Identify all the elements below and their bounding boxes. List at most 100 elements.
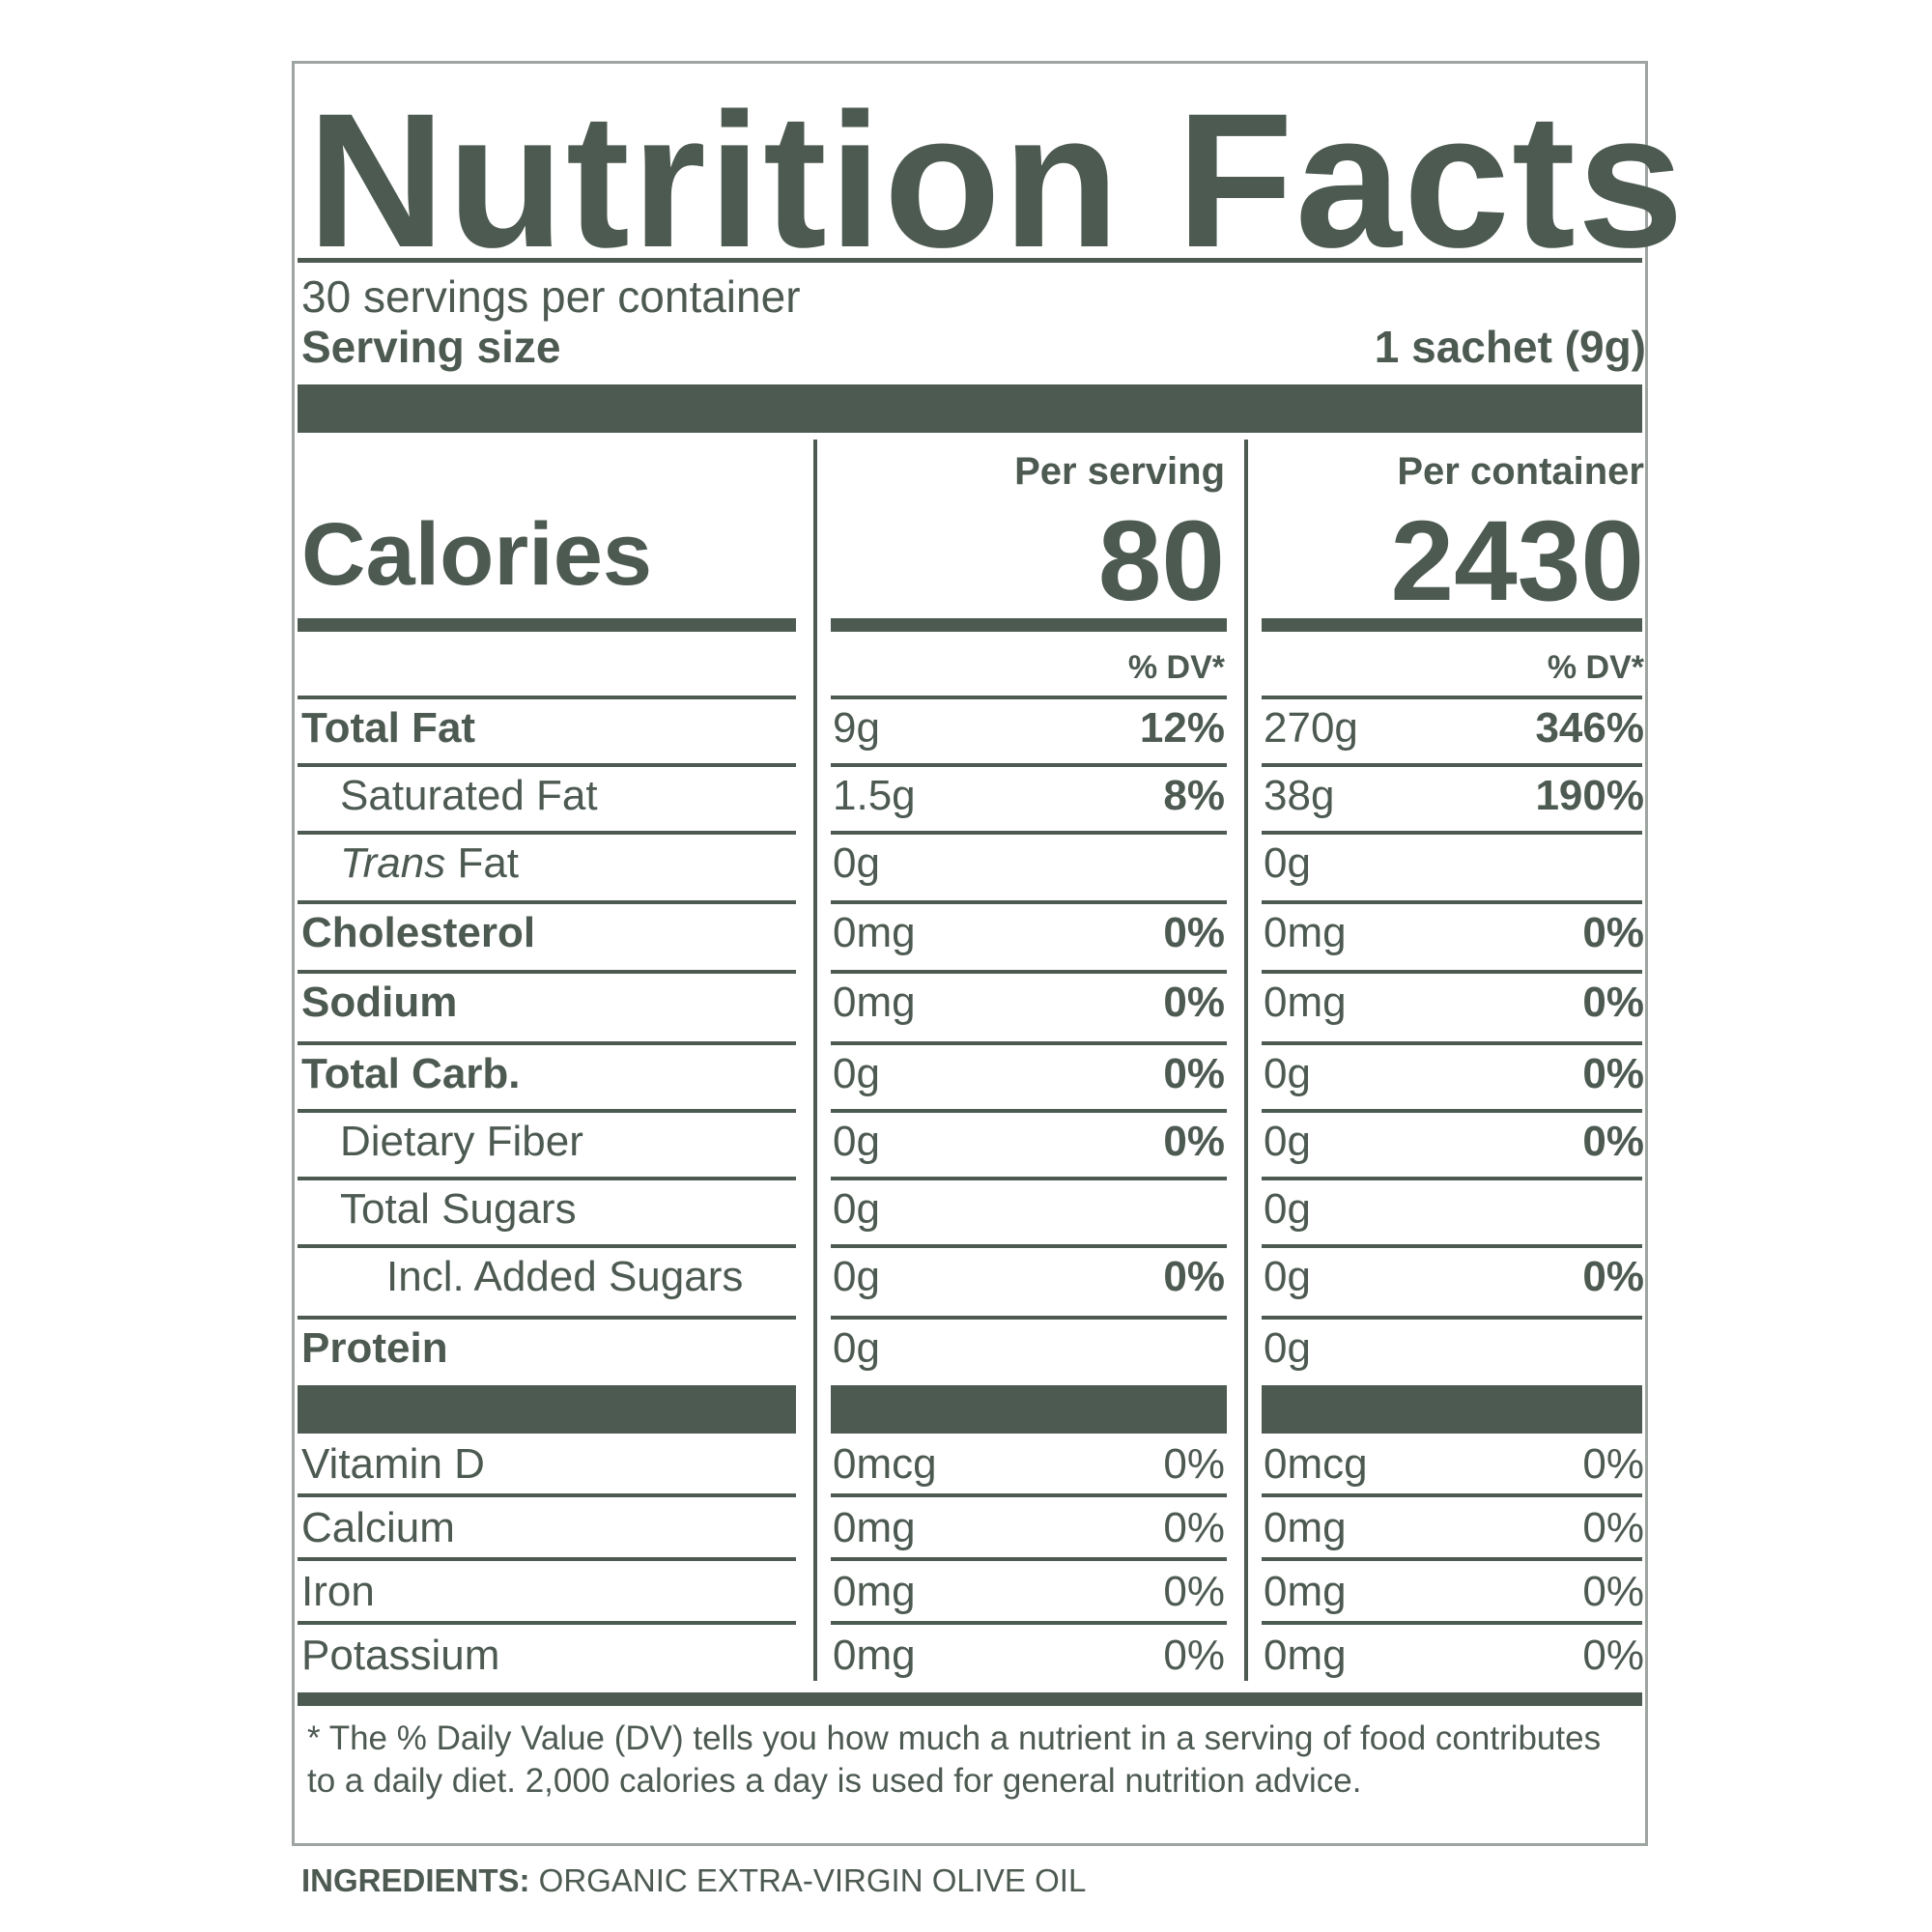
row-divider-0	[298, 831, 796, 835]
micronutrient-name: Iron	[301, 1568, 375, 1615]
container-amount: 0g	[1264, 1324, 1311, 1372]
serving-dv: 0%	[1163, 1568, 1225, 1615]
row-divider-2	[1262, 831, 1642, 835]
serving-amount: 0g	[833, 1253, 880, 1300]
micro-divider-2	[1262, 1557, 1642, 1561]
micro-divider-2	[1262, 1493, 1642, 1497]
row-divider-2	[1262, 970, 1642, 974]
container-dv: 0%	[1582, 1504, 1644, 1551]
thick-divider-right	[1262, 1385, 1642, 1434]
container-amount: 0mg	[1264, 1504, 1347, 1551]
container-amount: 0mcg	[1264, 1440, 1368, 1488]
nutrient-name: Protein	[301, 1324, 448, 1372]
ingredients: INGREDIENTS: ORGANIC EXTRA-VIRGIN OLIVE …	[301, 1864, 1086, 1896]
serving-amount: 0g	[833, 839, 880, 887]
container-amount: 0g	[1264, 1050, 1311, 1097]
micro-divider-1	[831, 1557, 1227, 1561]
container-dv: 0%	[1582, 1050, 1644, 1097]
column-divider-1	[813, 440, 817, 1681]
row-divider-2	[1262, 1177, 1642, 1180]
serving-size-label: Serving size	[301, 322, 561, 372]
row-divider-2	[1262, 1109, 1642, 1113]
nutrient-name-italic: Trans	[340, 839, 446, 887]
row-divider-2	[1262, 1244, 1642, 1248]
serving-dv: 0%	[1163, 1632, 1225, 1679]
row-divider-2	[1262, 696, 1642, 699]
container-amount: 0g	[1264, 1253, 1311, 1300]
container-amount: 0mg	[1264, 1568, 1347, 1615]
container-dv: 0%	[1582, 979, 1644, 1026]
thick-divider-mid	[831, 1385, 1227, 1434]
row-divider-2	[1262, 1316, 1642, 1320]
calories-divider-left	[298, 618, 796, 632]
row-divider-0	[298, 763, 796, 767]
calories-divider-right	[1262, 618, 1642, 632]
servings-per-container: 30 servings per container	[301, 271, 801, 322]
row-divider-2	[1262, 763, 1642, 767]
label-title: Nutrition Facts	[307, 73, 1687, 287]
row-divider-1	[831, 1244, 1227, 1248]
nutrient-name: Cholesterol	[301, 909, 536, 956]
serving-dv: 8%	[1163, 772, 1225, 819]
serving-amount: 9g	[833, 704, 880, 752]
serving-amount: 0g	[833, 1118, 880, 1165]
container-amount: 0mg	[1264, 1632, 1347, 1679]
serving-amount: 1.5g	[833, 772, 916, 819]
serving-amount: 0mg	[833, 1504, 916, 1551]
serving-dv: 12%	[1139, 704, 1225, 752]
micro-divider-2	[1262, 1621, 1642, 1625]
nutrition-label-frame	[292, 61, 1648, 1846]
ingredients-label: INGREDIENTS:	[301, 1862, 530, 1898]
micronutrient-name: Vitamin D	[301, 1440, 485, 1488]
row-divider-0	[298, 696, 796, 699]
footnote: * The % Daily Value (DV) tells you how m…	[307, 1719, 1602, 1800]
nutrient-name-text: Fat	[445, 839, 520, 887]
row-divider-0	[298, 970, 796, 974]
row-divider-0	[298, 1244, 796, 1248]
serving-amount: 0mg	[833, 1568, 916, 1615]
container-amount: 0mg	[1264, 909, 1347, 956]
nutrient-name: Total Sugars	[340, 1185, 577, 1233]
serving-amount: 0mg	[833, 909, 916, 956]
serving-size-value: 1 sachet (9g)	[1374, 322, 1646, 372]
row-divider-1	[831, 1316, 1227, 1320]
column-header-per-serving: Per serving	[1014, 450, 1225, 493]
thick-divider-top	[298, 384, 1642, 433]
micronutrient-name: Potassium	[301, 1632, 500, 1679]
container-dv: 0%	[1582, 1253, 1644, 1300]
row-divider-1	[831, 1109, 1227, 1113]
micro-divider-0	[298, 1557, 796, 1561]
row-divider-0	[298, 1316, 796, 1320]
row-divider-1	[831, 696, 1227, 699]
nutrient-name: Total Carb.	[301, 1050, 521, 1097]
calories-per-container: 2430	[1390, 497, 1644, 625]
row-divider-0	[298, 900, 796, 904]
micro-divider-0	[298, 1493, 796, 1497]
dv-header-container: % DV*	[1547, 649, 1644, 686]
dv-header-serving: % DV*	[1127, 649, 1225, 686]
container-dv: 0%	[1582, 1440, 1644, 1488]
row-divider-0	[298, 1109, 796, 1113]
thick-divider-bottom	[298, 1692, 1642, 1706]
thick-divider-left	[298, 1385, 796, 1434]
calories-label: Calories	[301, 505, 653, 604]
container-dv: 190%	[1535, 772, 1644, 819]
row-divider-0	[298, 1177, 796, 1180]
serving-amount: 0mcg	[833, 1440, 937, 1488]
row-divider-1	[831, 763, 1227, 767]
row-divider-1	[831, 1177, 1227, 1180]
nutrient-name: Total Fat	[301, 704, 476, 752]
nutrient-name: Trans Fat	[340, 842, 519, 885]
row-divider-2	[1262, 900, 1642, 904]
container-amount: 38g	[1264, 772, 1335, 819]
calories-per-serving: 80	[1097, 497, 1225, 625]
serving-amount: 0g	[833, 1185, 880, 1233]
serving-dv: 0%	[1163, 979, 1225, 1026]
title-divider	[298, 258, 1642, 263]
serving-amount: 0g	[833, 1324, 880, 1372]
nutrient-name: Dietary Fiber	[340, 1118, 583, 1165]
row-divider-1	[831, 900, 1227, 904]
row-divider-0	[298, 1041, 796, 1045]
row-divider-1	[831, 1041, 1227, 1045]
container-amount: 0g	[1264, 1185, 1311, 1233]
